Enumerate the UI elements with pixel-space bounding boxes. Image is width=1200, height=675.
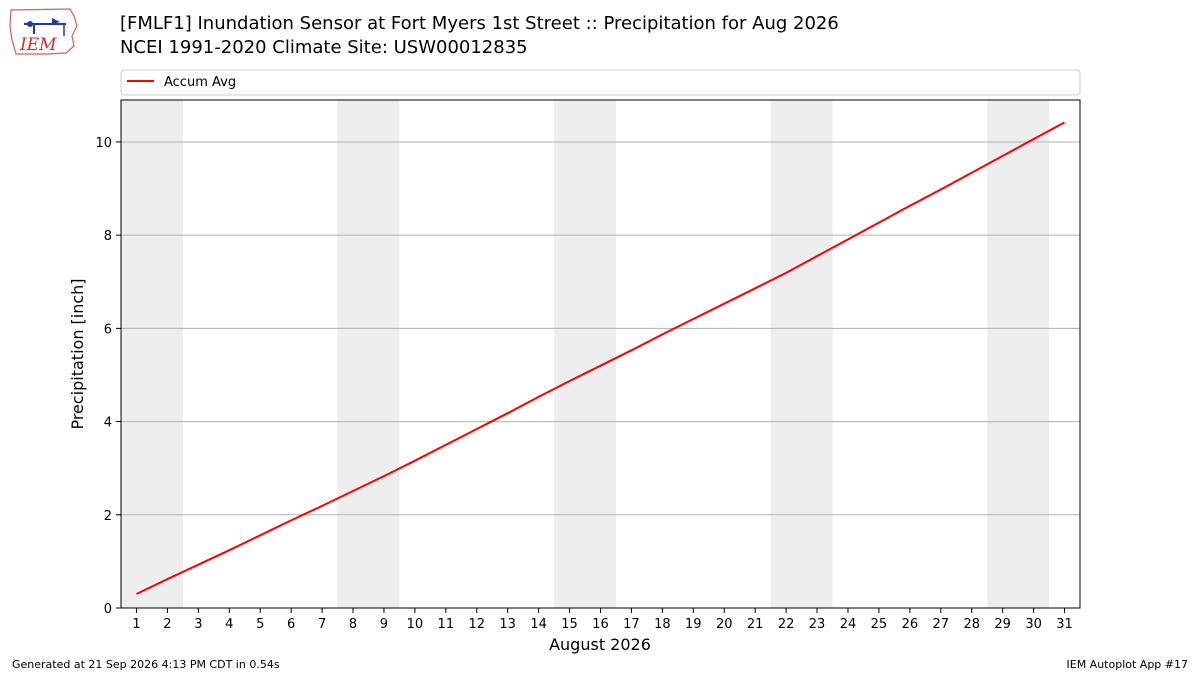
weekend-band (337, 100, 400, 608)
x-tick-label: 18 (654, 617, 671, 632)
y-tick-label: 4 (104, 416, 112, 431)
x-tick-label: 11 (438, 617, 455, 632)
x-tick-label: 21 (747, 617, 764, 632)
y-tick-label: 0 (104, 602, 112, 617)
footer-generated: Generated at 21 Sep 2026 4:13 PM CDT in … (12, 658, 280, 671)
y-tick-label: 8 (104, 229, 112, 244)
x-tick-label: 23 (809, 617, 826, 632)
x-tick-label: 12 (468, 617, 485, 632)
x-tick-label: 10 (407, 617, 424, 632)
x-tick-label: 30 (1025, 617, 1042, 632)
x-tick-label: 5 (256, 617, 264, 632)
x-tick-label: 27 (933, 617, 950, 632)
legend-label-accum-avg: Accum Avg (164, 75, 236, 90)
x-tick-label: 25 (871, 617, 888, 632)
x-axis-label: August 2026 (549, 635, 651, 654)
x-tick-label: 15 (561, 617, 578, 632)
x-tick-label: 8 (349, 617, 357, 632)
x-tick-label: 1 (132, 617, 140, 632)
x-tick-label: 13 (499, 617, 516, 632)
x-tick-label: 22 (778, 617, 795, 632)
x-tick-label: 3 (194, 617, 202, 632)
chart-title: [FMLF1] Inundation Sensor at Fort Myers … (120, 13, 839, 34)
x-tick-label: 31 (1056, 617, 1073, 632)
iem-logo: IEM (8, 6, 80, 58)
y-axis-ticks: 0 2 4 6 8 10 (95, 136, 121, 617)
logo-text: IEM (19, 35, 57, 55)
weekend-band (121, 100, 183, 608)
x-tick-label: 14 (530, 617, 547, 632)
legend: Accum Avg (120, 69, 1081, 96)
weekend-band (554, 100, 616, 608)
weather-station-cup (27, 21, 33, 27)
chart-subtitle: NCEI 1991-2020 Climate Site: USW00012835 (120, 37, 528, 58)
weekend-band (770, 100, 833, 608)
x-tick-label: 24 (840, 617, 857, 632)
x-tick-label: 20 (716, 617, 733, 632)
x-tick-label: 17 (623, 617, 640, 632)
y-tick-label: 6 (104, 322, 112, 337)
x-axis-ticks: 1 2 3 4 5 6 7 8 9 10 11 12 13 14 15 16 17 18 19 20 21 22 23 24 2… (132, 608, 1073, 632)
y-tick-label: 10 (95, 136, 112, 151)
x-tick-label: 9 (380, 617, 388, 632)
y-axis-label: Precipitation [inch] (68, 278, 87, 429)
x-tick-label: 2 (163, 617, 171, 632)
x-tick-label: 7 (318, 617, 326, 632)
x-tick-label: 4 (225, 617, 233, 632)
y-tick-label: 2 (104, 509, 112, 524)
weekend-bands (121, 100, 1050, 608)
weekend-band (987, 100, 1050, 608)
chart-title-block: [FMLF1] Inundation Sensor at Fort Myers … (120, 12, 839, 60)
series-line-accum-avg (136, 121, 1065, 595)
footer-app-id: IEM Autoplot App #17 (1066, 658, 1189, 671)
x-tick-label: 29 (994, 617, 1011, 632)
legend-box (120, 69, 1081, 96)
x-tick-label: 28 (963, 617, 980, 632)
weather-station-vane (52, 18, 60, 24)
iowa-outline (9, 8, 78, 55)
x-tick-label: 19 (685, 617, 702, 632)
x-tick-label: 16 (592, 617, 609, 632)
x-tick-label: 6 (287, 617, 295, 632)
x-tick-label: 26 (902, 617, 919, 632)
